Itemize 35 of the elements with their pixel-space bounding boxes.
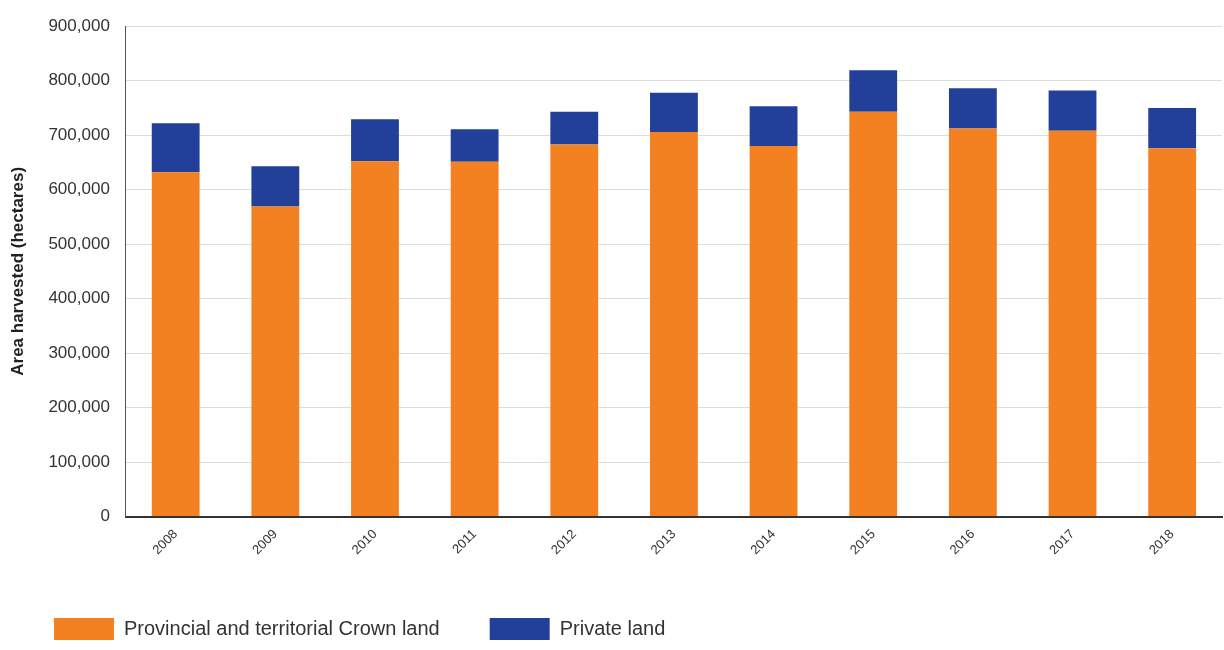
bar	[1048, 90, 1097, 131]
legend-label: Provincial and territorial Crown land	[124, 616, 440, 639]
bar	[849, 70, 898, 112]
y-tick-label: 800,000	[48, 70, 110, 90]
y-tick-label: 700,000	[48, 124, 110, 144]
bar	[151, 172, 200, 517]
y-tick-label: 600,000	[48, 179, 110, 199]
bar	[550, 144, 599, 517]
legend-label: Private land	[559, 616, 666, 639]
bar	[650, 92, 698, 132]
y-tick-label: 400,000	[48, 288, 110, 308]
bar	[1148, 148, 1197, 517]
bar	[351, 161, 399, 517]
bar	[948, 88, 997, 129]
bar	[351, 119, 399, 162]
bar	[749, 106, 798, 147]
y-tick-label: 100,000	[48, 451, 110, 471]
y-tick-label: 500,000	[48, 233, 110, 253]
bar	[749, 146, 798, 517]
bar	[650, 131, 698, 517]
bar	[1148, 107, 1197, 149]
y-tick-label: 900,000	[48, 15, 110, 35]
bar	[1048, 130, 1097, 517]
bar	[948, 128, 997, 517]
y-axis-title: Area harvested (hectares)	[7, 166, 27, 376]
y-tick-label: 0	[100, 506, 110, 526]
bar	[450, 161, 499, 517]
bar	[450, 129, 499, 162]
y-tick-label: 200,000	[48, 397, 110, 417]
bar	[849, 111, 898, 517]
bar	[251, 166, 300, 207]
bar	[151, 123, 200, 173]
bar	[251, 206, 300, 517]
y-tick-label: 300,000	[48, 342, 110, 362]
bar	[550, 111, 599, 145]
